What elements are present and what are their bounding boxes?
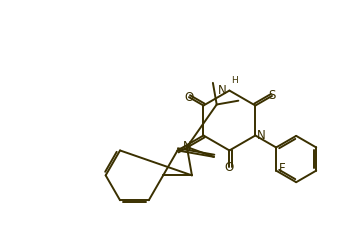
Text: O: O [225, 161, 234, 174]
Text: O: O [184, 91, 193, 104]
Text: S: S [268, 89, 276, 102]
Text: N: N [183, 140, 191, 153]
Text: H: H [231, 76, 238, 85]
Text: F: F [279, 162, 286, 175]
Text: N: N [257, 129, 266, 142]
Text: N: N [218, 84, 227, 97]
